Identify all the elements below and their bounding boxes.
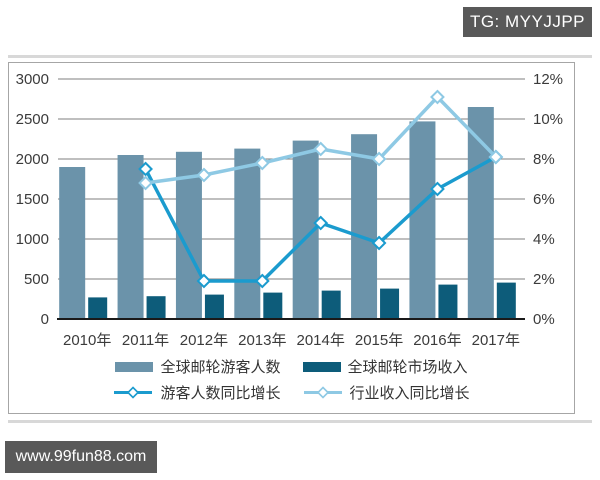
svg-text:2000: 2000 [16, 151, 49, 168]
top-divider [8, 55, 592, 58]
legend-swatch-revenue-bar [302, 361, 341, 372]
svg-text:2017年: 2017年 [472, 332, 520, 349]
svg-text:2014年: 2014年 [297, 332, 345, 349]
legend-item-passengers: 全球邮轮游客人数 [115, 356, 281, 377]
legend-label-revenue-growth: 行业收入同比增长 [349, 385, 470, 402]
chart-legend: 全球邮轮游客人数 全球邮轮市场收入 游客人数同比增长 行业收入同比增长 [9, 356, 574, 403]
svg-text:500: 500 [24, 271, 49, 288]
svg-text:10%: 10% [533, 111, 563, 128]
site-watermark-banner: www.99fun88.com [5, 441, 157, 473]
legend-label-revenue: 全球邮轮市场收入 [347, 359, 468, 376]
chart-panel: 0 500 1000 1500 2000 2500 3000 0% 2% 4% 6% 8% 10% 12%… [8, 62, 575, 414]
svg-text:2012年: 2012年 [180, 332, 228, 349]
svg-text:3000: 3000 [16, 71, 49, 88]
svg-text:6%: 6% [533, 191, 555, 208]
svg-text:1000: 1000 [16, 231, 49, 248]
svg-text:2011年: 2011年 [122, 332, 169, 349]
svg-text:8%: 8% [533, 151, 555, 168]
svg-text:12%: 12% [533, 71, 563, 88]
legend-row-bars: 全球邮轮游客人数 全球邮轮市场收入 [115, 356, 468, 377]
svg-text:2%: 2% [533, 271, 555, 288]
bottom-divider [8, 420, 592, 423]
legend-swatch-revenue-growth-line [303, 386, 343, 399]
site-watermark-label: www.99fun88.com [15, 448, 147, 465]
svg-text:1500: 1500 [16, 191, 49, 208]
legend-item-revenue-growth: 行业收入同比增长 [303, 382, 470, 403]
legend-item-revenue: 全球邮轮市场收入 [302, 356, 468, 377]
svg-text:4%: 4% [533, 231, 555, 248]
svg-text:2500: 2500 [16, 111, 49, 128]
legend-swatch-passengers-bar [115, 361, 154, 372]
cruise-chart-svg: 0 500 1000 1500 2000 2500 3000 0% 2% 4% 6% 8% 10% 12%… [16, 71, 563, 349]
svg-text:0%: 0% [533, 311, 555, 328]
svg-text:2015年: 2015年 [355, 332, 403, 349]
telegram-tag-label: TG: MYYJJPP [469, 12, 586, 31]
legend-label-passengers: 全球邮轮游客人数 [160, 359, 281, 376]
legend-item-passenger-growth: 游客人数同比增长 [113, 382, 281, 403]
svg-text:0: 0 [41, 311, 49, 328]
legend-row-lines: 游客人数同比增长 行业收入同比增长 [113, 382, 470, 403]
svg-text:2010年: 2010年 [63, 332, 111, 349]
telegram-tag-banner: TG: MYYJJPP [463, 7, 592, 37]
svg-text:2013年: 2013年 [238, 332, 286, 349]
legend-label-passenger-growth: 游客人数同比增长 [160, 385, 281, 402]
legend-swatch-passenger-growth-line [113, 386, 153, 399]
svg-text:2016年: 2016年 [413, 332, 461, 349]
